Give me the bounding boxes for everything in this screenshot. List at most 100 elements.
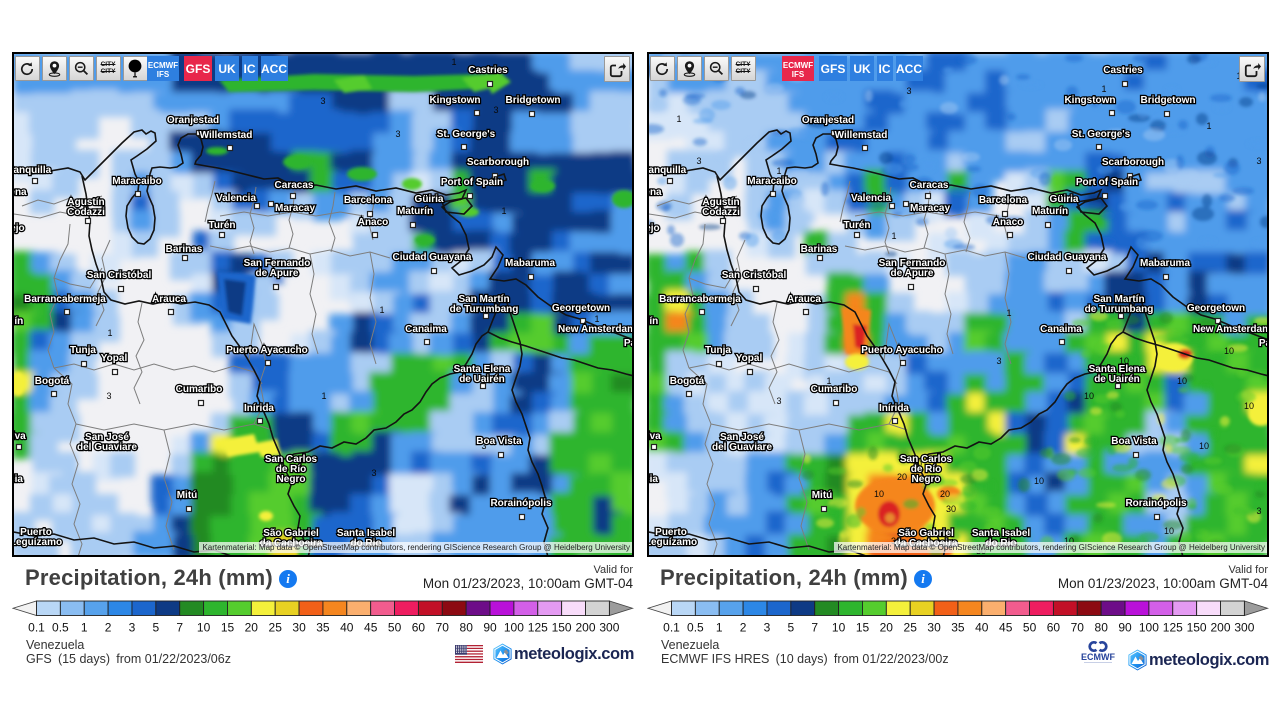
svg-text:125: 125 (1163, 621, 1183, 635)
svg-text:60: 60 (412, 621, 426, 635)
svg-text:San José: San José (85, 432, 129, 443)
svg-text:Scarborough: Scarborough (1102, 157, 1164, 168)
svg-text:San Martín: San Martín (1093, 294, 1144, 305)
svg-text:Port of Spain: Port of Spain (441, 177, 503, 188)
svg-text:San Cristóbal: San Cristóbal (87, 270, 152, 281)
svg-text:ena: ena (649, 187, 662, 198)
svg-text:Barinas: Barinas (801, 244, 838, 255)
svg-text:Rorainópolis: Rorainópolis (490, 498, 552, 509)
svg-text:Bogotá: Bogotá (670, 376, 705, 387)
svg-text:San Martín: San Martín (458, 294, 509, 305)
svg-text:20: 20 (940, 489, 950, 499)
svg-text:de Río: de Río (276, 464, 307, 475)
svg-text:10: 10 (1164, 526, 1174, 536)
svg-text:Bridgetown: Bridgetown (506, 95, 561, 106)
svg-text:Güiria: Güiria (1050, 194, 1079, 205)
svg-text:30: 30 (927, 621, 941, 635)
svg-text:10: 10 (832, 621, 846, 635)
svg-text:eiva: eiva (14, 431, 26, 442)
svg-text:Inírida: Inírida (244, 403, 274, 414)
svg-text:Boa Vista: Boa Vista (1111, 436, 1157, 447)
svg-text:3: 3 (1256, 156, 1261, 166)
svg-text:de Apure: de Apure (256, 268, 299, 279)
svg-text:Santa Elena: Santa Elena (1089, 364, 1146, 375)
svg-text:San Carlos: San Carlos (900, 454, 953, 465)
svg-text:Puerto Ayacucho: Puerto Ayacucho (226, 345, 308, 356)
svg-text:cia: cia (649, 474, 658, 485)
svg-text:10: 10 (1084, 391, 1094, 401)
svg-text:Leguízamo: Leguízamo (649, 537, 697, 548)
svg-text:3: 3 (764, 621, 771, 635)
svg-text:Santa Isabel: Santa Isabel (337, 528, 396, 539)
svg-text:1: 1 (826, 376, 831, 386)
svg-text:Canaima: Canaima (1040, 324, 1082, 335)
svg-text:Puerto Ayacucho: Puerto Ayacucho (861, 345, 943, 356)
svg-text:10: 10 (197, 621, 211, 635)
svg-text:Mitú: Mitú (812, 490, 833, 501)
svg-text:300: 300 (1234, 621, 1254, 635)
svg-text:35: 35 (951, 621, 965, 635)
svg-text:Mabaruma: Mabaruma (1140, 258, 1190, 269)
svg-text:Cumaribo: Cumaribo (811, 384, 858, 395)
svg-text:15: 15 (221, 621, 235, 635)
svg-text:Yopal: Yopal (101, 353, 128, 364)
svg-text:30: 30 (946, 504, 956, 514)
svg-text:40: 40 (975, 621, 989, 635)
svg-text:70: 70 (436, 621, 450, 635)
svg-text:10: 10 (1034, 476, 1044, 486)
svg-text:Codazzi: Codazzi (702, 207, 740, 218)
svg-text:3: 3 (1256, 506, 1261, 516)
svg-text:10: 10 (874, 489, 884, 499)
svg-text:1: 1 (1206, 121, 1211, 131)
svg-text:200: 200 (575, 621, 595, 635)
svg-text:7: 7 (811, 621, 818, 635)
svg-text:de Uairén: de Uairén (1094, 374, 1140, 385)
svg-text:Boa Vista: Boa Vista (476, 436, 522, 447)
svg-text:50: 50 (388, 621, 402, 635)
svg-text:15: 15 (856, 621, 870, 635)
svg-text:Barranquilla: Barranquilla (14, 165, 52, 176)
svg-text:1: 1 (891, 231, 896, 241)
svg-text:1: 1 (107, 328, 112, 338)
svg-text:5: 5 (153, 621, 160, 635)
svg-text:ena: ena (14, 187, 27, 198)
svg-text:30: 30 (891, 536, 901, 546)
svg-text:3: 3 (320, 96, 325, 106)
svg-text:Leguízamo: Leguízamo (14, 537, 62, 548)
svg-text:Maracay: Maracay (910, 203, 950, 214)
svg-text:20: 20 (880, 621, 894, 635)
svg-text:llín: llín (14, 316, 23, 327)
svg-text:Canaima: Canaima (405, 324, 447, 335)
svg-text:25: 25 (269, 621, 283, 635)
svg-text:10: 10 (1064, 536, 1074, 546)
svg-text:Bogotá: Bogotá (35, 376, 70, 387)
svg-text:20: 20 (912, 459, 922, 469)
svg-text:Willemstad: Willemstad (835, 130, 888, 141)
svg-text:Turén: Turén (208, 220, 235, 231)
svg-text:Santa Elena: Santa Elena (454, 364, 511, 375)
svg-text:Ciudad Guayana: Ciudad Guayana (1028, 252, 1107, 263)
svg-text:3: 3 (106, 391, 111, 401)
svg-text:3: 3 (906, 86, 911, 96)
svg-text:San Fernando: San Fernando (244, 258, 311, 269)
svg-text:90: 90 (483, 621, 497, 635)
svg-text:1: 1 (501, 206, 506, 216)
svg-text:Pa: Pa (624, 338, 634, 349)
svg-text:3: 3 (493, 105, 498, 115)
svg-text:125: 125 (528, 621, 548, 635)
svg-text:1: 1 (81, 621, 88, 635)
svg-text:Tunja: Tunja (70, 345, 96, 356)
svg-text:100: 100 (504, 621, 524, 635)
svg-text:Cumaribo: Cumaribo (176, 384, 223, 395)
svg-text:150: 150 (552, 621, 572, 635)
svg-text:Yopal: Yopal (736, 353, 763, 364)
svg-text:Barrancabermeja: Barrancabermeja (24, 294, 106, 305)
svg-text:25: 25 (904, 621, 918, 635)
svg-text:Castries: Castries (1103, 65, 1143, 76)
svg-text:Agustín: Agustín (67, 197, 104, 208)
svg-text:de Turumbang: de Turumbang (1085, 304, 1154, 315)
svg-text:Puerto: Puerto (20, 527, 52, 538)
svg-text:St. George's: St. George's (437, 129, 496, 140)
svg-text:St. George's: St. George's (1072, 129, 1131, 140)
svg-text:Scarborough: Scarborough (467, 157, 529, 168)
